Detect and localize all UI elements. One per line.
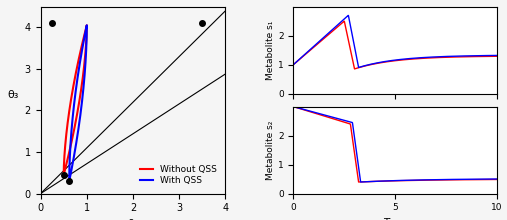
Without QSS [67, 147, 73, 150]
With QSS [79, 101, 85, 103]
Line: With QSS: With QSS [69, 25, 87, 181]
Y-axis label: Metabolite s₁: Metabolite s₁ [266, 20, 275, 80]
With QSS [68, 131, 75, 133]
With QSS [81, 81, 87, 84]
Without QSS [80, 74, 86, 77]
Without QSS [84, 24, 90, 27]
Without QSS [72, 125, 78, 128]
With QSS [66, 180, 73, 182]
X-axis label: Time: Time [383, 218, 407, 220]
Without QSS [78, 93, 84, 96]
Legend: Without QSS, With QSS: Without QSS, With QSS [136, 161, 221, 189]
With QSS [71, 154, 77, 157]
With QSS [84, 24, 90, 27]
Without QSS [63, 131, 69, 134]
With QSS [80, 91, 86, 94]
Y-axis label: θ₃: θ₃ [8, 90, 19, 100]
Y-axis label: Metabolite s₂: Metabolite s₂ [266, 120, 275, 180]
Without QSS [61, 174, 67, 176]
X-axis label: θ₁: θ₁ [127, 219, 138, 220]
Without QSS [61, 174, 67, 176]
With QSS [75, 133, 81, 135]
Without QSS [79, 84, 85, 86]
Line: Without QSS: Without QSS [64, 25, 87, 175]
With QSS [66, 180, 73, 182]
